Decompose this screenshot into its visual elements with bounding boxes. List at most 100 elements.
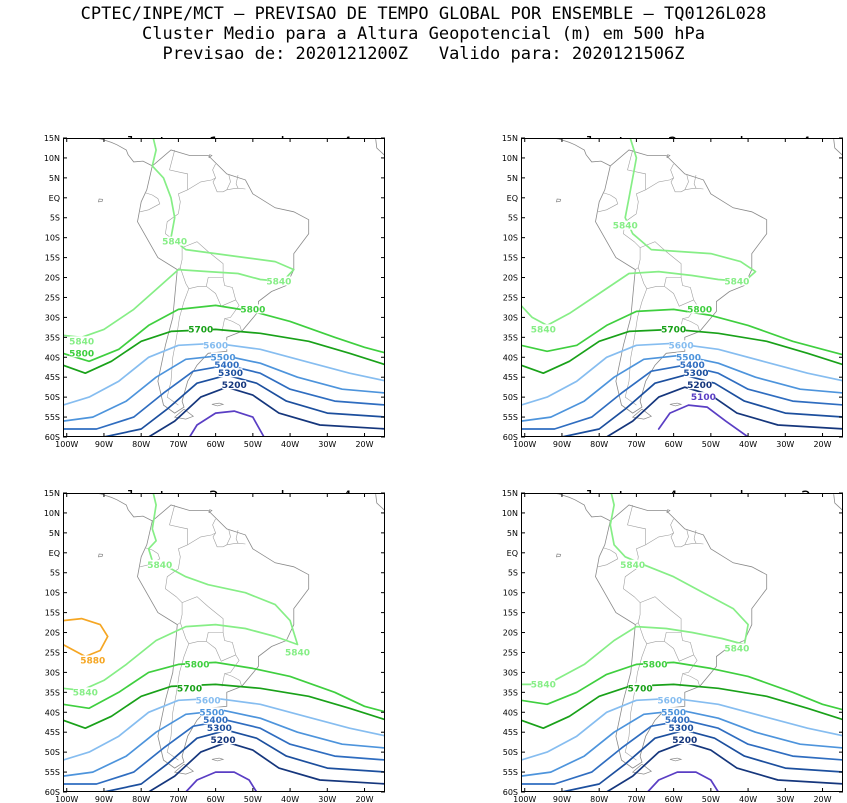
island-outline bbox=[208, 154, 213, 159]
contour-label: 5700 bbox=[661, 325, 686, 335]
lat-tick-label: 15S bbox=[45, 609, 60, 618]
island-outline bbox=[173, 763, 195, 775]
country-border bbox=[684, 174, 689, 190]
contour-label: 5800 bbox=[184, 660, 209, 670]
contour-label: 5300 bbox=[218, 369, 243, 379]
lat-tick-label: 60S bbox=[503, 788, 518, 797]
lat-tick-label: 15N bbox=[44, 134, 60, 143]
coastline bbox=[833, 494, 843, 516]
country-border bbox=[670, 532, 704, 548]
contour-label: 5600 bbox=[203, 341, 228, 351]
coastline bbox=[595, 504, 768, 769]
country-border bbox=[598, 547, 619, 568]
lon-tick-label: 60W bbox=[665, 795, 683, 803]
contour-label: 5840 bbox=[285, 648, 310, 658]
contour-5300 bbox=[63, 729, 385, 792]
lat-tick-label: 5S bbox=[508, 214, 518, 223]
lat-tick-label: 5S bbox=[50, 569, 60, 578]
lat-tick-label: 5N bbox=[49, 174, 60, 183]
contour-label: 5200 bbox=[211, 736, 236, 746]
country-border bbox=[187, 518, 216, 546]
lon-tick-label: 100W bbox=[55, 795, 78, 803]
coastline bbox=[137, 149, 310, 414]
lat-tick-label: EQ bbox=[507, 549, 518, 558]
lat-tick-label: 25S bbox=[45, 648, 60, 657]
country-border bbox=[224, 318, 242, 332]
contour-5300 bbox=[63, 374, 385, 437]
island-outline bbox=[97, 553, 104, 558]
country-border bbox=[693, 530, 697, 544]
coastline bbox=[551, 493, 611, 522]
island-outline bbox=[669, 402, 683, 407]
lon-tick-label: 40W bbox=[739, 795, 757, 803]
lat-tick-label: 30S bbox=[45, 668, 60, 677]
lat-tick-label: 25S bbox=[503, 293, 518, 302]
contour-label: 5400 bbox=[203, 716, 228, 726]
lat-tick-label: 50S bbox=[45, 748, 60, 757]
lat-tick-label: 5S bbox=[508, 569, 518, 578]
contour-label: 5500 bbox=[661, 708, 686, 718]
island-outline bbox=[97, 198, 104, 203]
contour-label: 5500 bbox=[199, 708, 224, 718]
lat-tick-label: EQ bbox=[507, 194, 518, 203]
lat-tick-label: 15S bbox=[503, 254, 518, 263]
lat-tick-label: 35S bbox=[503, 688, 518, 697]
map-panel-1: 15N 10N 5N EQ 5S 10S 15S 20S 25S 30S 35S 40S 45S 50S 5… bbox=[44, 134, 385, 449]
country-border bbox=[221, 654, 240, 687]
lat-tick-label: 10N bbox=[44, 509, 60, 518]
contour-5100 bbox=[188, 410, 265, 437]
lon-tick-label: 50W bbox=[702, 795, 720, 803]
lat-tick-label: 5N bbox=[49, 529, 60, 538]
island-outline bbox=[666, 154, 671, 159]
lat-tick-label: 10S bbox=[503, 589, 518, 598]
contour-label: 5400 bbox=[680, 361, 705, 371]
contour-label: 5500 bbox=[211, 353, 236, 363]
country-border bbox=[645, 163, 674, 191]
lon-tick-label: 40W bbox=[281, 440, 299, 449]
contour-label: 5300 bbox=[207, 724, 232, 734]
contour-label: 5880 bbox=[80, 656, 105, 666]
lat-tick-label: 45S bbox=[503, 373, 518, 382]
coastline bbox=[551, 138, 611, 167]
island-outline bbox=[631, 408, 653, 420]
contour-label: 5600 bbox=[669, 341, 694, 351]
lon-tick-label: 80W bbox=[132, 440, 150, 449]
lat-tick-label: 5N bbox=[507, 529, 518, 538]
lat-tick-label: 35S bbox=[45, 333, 60, 342]
island-outline bbox=[631, 763, 653, 775]
country-border bbox=[212, 532, 246, 548]
contour-5840 bbox=[63, 138, 295, 339]
island-outline bbox=[669, 757, 683, 762]
contour-label: 5600 bbox=[196, 696, 221, 706]
country-border bbox=[181, 241, 224, 289]
contour-label: 5840 bbox=[724, 644, 749, 654]
map-frame bbox=[63, 493, 385, 792]
lon-tick-label: 30W bbox=[776, 795, 794, 803]
country-border bbox=[212, 177, 246, 193]
contour-label: 5700 bbox=[177, 684, 202, 694]
map-panel-2: 15N 10N 5N EQ 5S 10S 15S 20S 25S 30S 35S 40S 45S 50S 5… bbox=[502, 134, 843, 449]
coastline bbox=[595, 149, 768, 414]
lat-tick-label: 45S bbox=[45, 728, 60, 737]
contour-label: 5400 bbox=[214, 361, 239, 371]
lat-tick-label: 15N bbox=[502, 489, 518, 498]
lat-tick-label: 15N bbox=[502, 134, 518, 143]
country-border bbox=[682, 318, 700, 332]
lon-tick-label: 50W bbox=[244, 440, 262, 449]
lat-tick-label: 10N bbox=[44, 154, 60, 163]
contour-5200 bbox=[600, 386, 843, 437]
country-border bbox=[598, 192, 619, 213]
country-border bbox=[221, 299, 240, 332]
contour-label: 5800 bbox=[642, 660, 667, 670]
lon-tick-label: 70W bbox=[627, 795, 645, 803]
lon-tick-label: 100W bbox=[55, 440, 78, 449]
country-border bbox=[627, 504, 646, 569]
lat-tick-label: 20S bbox=[503, 629, 518, 638]
country-border bbox=[187, 163, 216, 191]
lat-tick-label: 10S bbox=[503, 234, 518, 243]
lat-tick-label: 10S bbox=[45, 589, 60, 598]
contour-label: 5840 bbox=[620, 561, 645, 571]
lat-tick-label: 20S bbox=[45, 629, 60, 638]
contour-5500 bbox=[63, 354, 385, 422]
contour-5500 bbox=[521, 354, 843, 422]
